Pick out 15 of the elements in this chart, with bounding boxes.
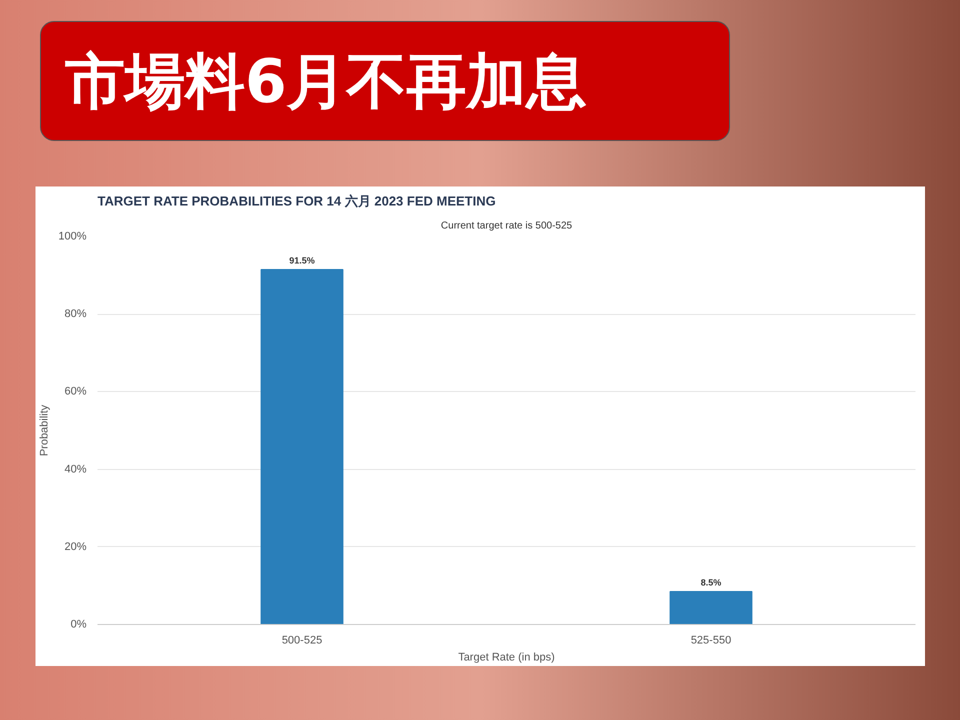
y-tick-label: 100% [58, 230, 87, 242]
data-label: 8.5% [700, 578, 722, 588]
data-label: 91.5% [289, 255, 315, 266]
y-axis-title: Probability [38, 404, 50, 456]
chart-subtitle: TARGET RATE PROBABILITIES FOR 14 六月 2023 FED MEETING [98, 194, 496, 208]
text: Current target rate is 500-525 [440, 220, 573, 232]
x-axis-title: Target Rate (in bps) [458, 652, 555, 664]
y-tick-label: 20% [64, 540, 87, 553]
y-tick-label: 60% [64, 386, 87, 398]
y-tick-label: 40% [64, 463, 87, 476]
x-tick-label: 525-550 [690, 634, 732, 646]
x-tick-label: 500-525 [282, 634, 322, 646]
y-tick-label: 0% [70, 618, 87, 630]
chart-title: 市場料6月不再加息 [65, 46, 587, 119]
y-tick-label: 80% [64, 308, 87, 320]
